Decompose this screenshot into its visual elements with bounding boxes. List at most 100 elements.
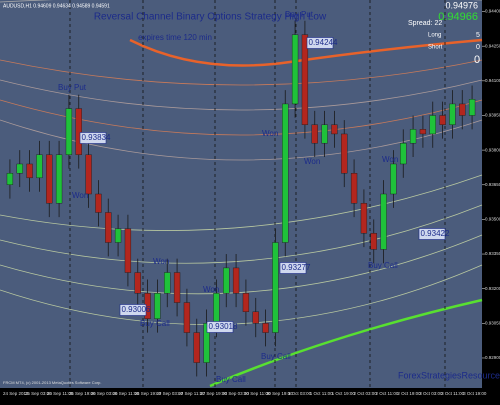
band	[0, 174, 483, 231]
time-label: 27 Sep 19:00	[200, 391, 227, 396]
annotation: Buy Call	[368, 261, 398, 270]
price-box-label: 0.94244	[309, 38, 338, 47]
copyright: FRCM MT4, (c) 2001-2013 MetaQuotes Softw…	[3, 380, 101, 385]
candle-body	[95, 193, 102, 213]
y-tick-label: 0.93200	[485, 286, 500, 291]
price-box	[206, 321, 234, 333]
price-box-label: 0.93277	[282, 263, 311, 272]
candle-body	[380, 193, 387, 250]
annotation: Buy Call	[140, 319, 170, 328]
time-label: 26 Sep 11:00	[113, 391, 140, 396]
time-label: 26 Sep 19:00	[134, 391, 161, 396]
day-separators	[69, 0, 446, 388]
annotation: Buy Put	[285, 10, 314, 19]
symbol-header: AUDUSD,H1 0.94609 0.94634 0.94589 0.9459…	[3, 3, 110, 9]
candle-body	[429, 115, 436, 135]
candle-body	[154, 293, 161, 319]
candle-body	[114, 228, 122, 243]
candle-body	[252, 311, 259, 324]
candle-body	[311, 124, 318, 144]
time-label: 1 Oct 03:00	[288, 391, 312, 396]
y-tick-label: 0.93500	[485, 217, 500, 222]
candle-body	[213, 293, 220, 324]
chart-subtitle: expires time 120 min	[138, 33, 212, 42]
annotation: Won	[382, 155, 398, 164]
time-label: 3 Oct 11:00	[441, 391, 464, 396]
candle-body	[400, 142, 407, 165]
price-box-label: 0.93018	[209, 322, 238, 331]
total: 0	[474, 54, 480, 66]
y-tick-label: 0.93650	[485, 182, 500, 187]
candle-body	[75, 108, 82, 155]
time-label: 2 Oct 03:00	[354, 391, 378, 396]
time-label: 25 Sep 11:00	[47, 391, 74, 396]
candle-body	[36, 154, 43, 179]
candle-body	[124, 228, 132, 273]
price-box	[279, 262, 307, 274]
bid: 0.94976	[445, 0, 478, 10]
spread: Spread: 22	[408, 20, 442, 27]
price-box	[418, 228, 446, 240]
candle-body	[439, 115, 446, 125]
candle-body	[183, 302, 191, 333]
candle-body	[350, 173, 358, 204]
short-label: Short	[428, 45, 443, 51]
candle-body	[6, 173, 14, 185]
candle-body	[341, 133, 348, 174]
candle-body	[16, 163, 23, 174]
time-label: 2 Oct 19:00	[397, 391, 421, 396]
time-label: 3 Oct 03:00	[419, 391, 443, 396]
short-value: 0	[476, 44, 480, 51]
candle-body	[449, 103, 456, 125]
band	[209, 298, 483, 388]
candle-body	[193, 332, 200, 363]
band	[129, 38, 483, 67]
chart-title: Reversal Channel Binary Options Strategy…	[94, 12, 327, 23]
candle-body	[85, 154, 92, 195]
footer: ForexStrategiesResources.com	[398, 370, 500, 380]
time-label: 26 Sep 03:00	[91, 391, 118, 396]
candle-body	[321, 124, 328, 144]
long-value: 5	[476, 32, 480, 39]
candle-body	[301, 34, 309, 125]
time-label: 30 Sep 11:00	[244, 391, 271, 396]
time-label: 27 Sep 11:00	[178, 391, 205, 396]
candle-body	[409, 129, 417, 144]
y-tick-label: 0.93050	[485, 321, 500, 326]
y-tick-label: 0.94100	[485, 78, 500, 83]
candle-body	[26, 163, 33, 179]
candles	[6, 20, 476, 377]
time-label: 30 Sep 03:00	[222, 391, 249, 396]
candle-body	[282, 103, 289, 243]
candle-body	[370, 233, 377, 250]
price-box	[306, 37, 334, 49]
time-label: 25 Sep 03:00	[25, 391, 52, 396]
annotation: Buy Call	[216, 375, 246, 384]
time-label: 3 Oct 19:00	[463, 391, 487, 396]
time-label: 30 Sep 19:00	[266, 391, 293, 396]
overlay: Buy Put Buy Put Won Won Won Won Won Won Buy Call…	[58, 10, 450, 384]
time-label: 1 Oct 11:00	[310, 391, 333, 396]
candle-body	[65, 108, 73, 155]
y-tick-label: 0.93950	[485, 113, 500, 118]
annotation: Buy Put	[58, 83, 87, 92]
time-label: 2 Oct 11:00	[375, 391, 398, 396]
candle-body	[232, 267, 240, 294]
price-box	[119, 304, 147, 316]
time-label: 24 Sep 2013	[3, 391, 29, 396]
band	[0, 79, 483, 111]
candle-body	[468, 99, 476, 116]
candle-body	[262, 323, 269, 333]
candle-body	[105, 212, 112, 243]
candle-body	[360, 203, 368, 234]
y-tick-label: 0.93800	[485, 147, 500, 152]
candle-body	[242, 293, 250, 312]
long-label: Long	[428, 33, 441, 39]
candle-body	[291, 34, 299, 105]
price-box-label: 0.93006	[122, 305, 151, 314]
band	[0, 204, 483, 264]
annotation: Won	[262, 129, 278, 138]
candle-body	[164, 272, 171, 294]
candle-body	[331, 124, 338, 135]
